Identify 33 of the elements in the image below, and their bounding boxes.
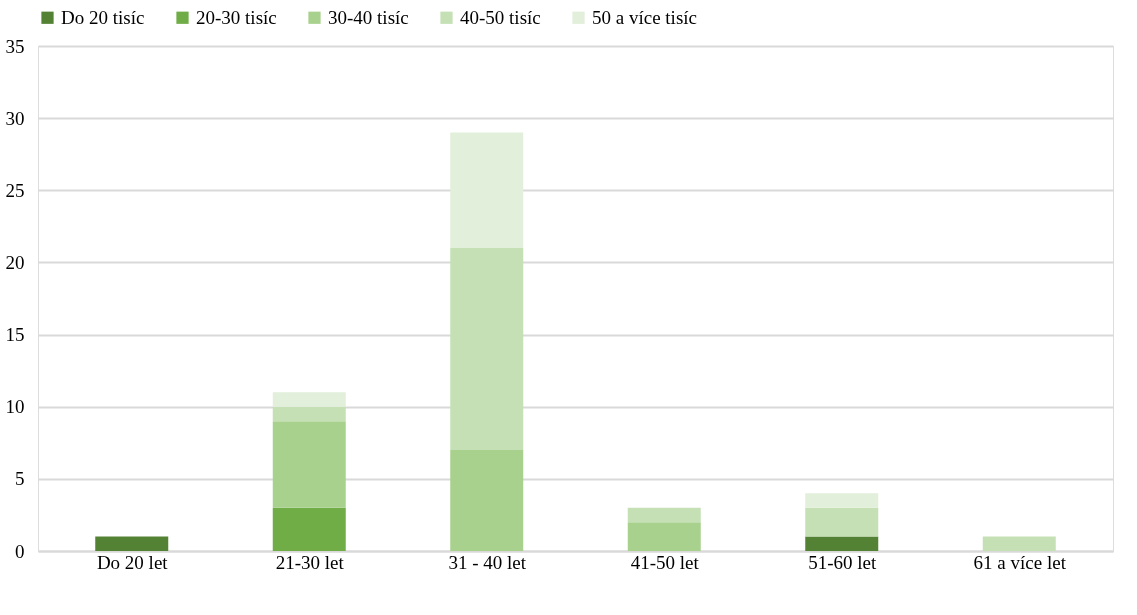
bar [450, 248, 524, 450]
bar [627, 507, 701, 523]
y-tick-label: 20 [5, 251, 25, 273]
bar [805, 536, 879, 551]
bar [272, 406, 346, 422]
x-tick-label: 21-30 let [275, 551, 345, 573]
legend-label: 40-50 tisíc [460, 6, 541, 28]
y-tick-label: 25 [5, 179, 25, 201]
bar [627, 522, 701, 551]
x-tick-label: 61 a více let [973, 551, 1067, 573]
bar [95, 536, 169, 551]
legend-label: 20-30 tisíc [196, 6, 277, 28]
x-tick-label: 31 - 40 let [448, 551, 527, 573]
y-tick-label: 30 [5, 107, 25, 129]
bar [272, 392, 346, 407]
legend-label: Do 20 tisíc [61, 6, 145, 28]
bar [272, 507, 346, 551]
y-tick-label: 0 [15, 540, 25, 562]
y-tick-label: 10 [5, 396, 25, 418]
y-tick-label: 35 [5, 35, 25, 57]
bar [805, 507, 879, 537]
x-tick-label: 41-50 let [630, 551, 700, 573]
y-tick-label: 15 [5, 324, 25, 346]
bar [272, 421, 346, 508]
x-tick-label: Do 20 let [96, 551, 169, 573]
legend-label: 50 a více tisíc [592, 6, 697, 28]
y-tick-label: 5 [15, 468, 25, 490]
bar [805, 493, 879, 508]
bar [450, 132, 524, 248]
x-tick-label: 51-60 let [808, 551, 877, 573]
bar [450, 450, 524, 551]
bar [982, 536, 1056, 551]
legend-label: 30-40 tisíc [328, 6, 409, 28]
